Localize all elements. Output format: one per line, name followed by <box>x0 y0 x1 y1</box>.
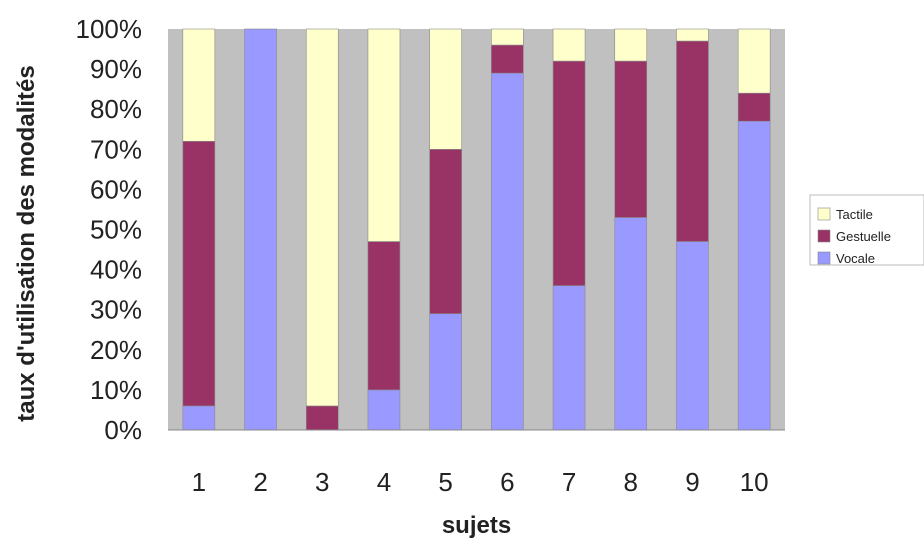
legend-swatch-vocale <box>817 251 831 265</box>
y-tick-label: 100% <box>76 14 143 44</box>
legend: Tactile Gestuelle Vocale <box>809 194 924 266</box>
y-tick-label: 60% <box>90 174 142 204</box>
bar-segment-vocale-2 <box>244 28 277 431</box>
bar-segment-gestuelle-5 <box>429 149 462 315</box>
x-tick-label: 4 <box>377 467 391 497</box>
x-tick-label: 1 <box>192 467 206 497</box>
y-tick-label: 50% <box>90 215 142 245</box>
bar-segment-vocale-10 <box>737 120 771 431</box>
y-tick-label: 70% <box>90 134 142 164</box>
legend-label-gestuelle: Gestuelle <box>836 229 891 244</box>
bar-segment-tactile-3 <box>305 28 339 407</box>
x-tick-label: 3 <box>315 467 329 497</box>
legend-label-tactile: Tactile <box>836 207 873 222</box>
x-tick-label: 8 <box>624 467 638 497</box>
bar-segment-gestuelle-4 <box>367 241 401 391</box>
y-tick-label: 40% <box>90 255 142 285</box>
bar-segment-tactile-9 <box>676 28 709 42</box>
bar-segment-gestuelle-8 <box>614 60 648 218</box>
bar-segment-tactile-6 <box>491 28 524 46</box>
y-tick-label: 30% <box>90 295 142 325</box>
bar-segment-tactile-10 <box>737 28 771 94</box>
bar-segment-vocale-6 <box>491 72 524 431</box>
legend-label-vocale: Vocale <box>836 251 875 266</box>
y-tick-label: 80% <box>90 94 142 124</box>
bar-segment-vocale-8 <box>614 217 648 431</box>
bar-segment-gestuelle-6 <box>491 44 524 74</box>
bar-segment-gestuelle-3 <box>305 405 339 431</box>
legend-swatch-gestuelle <box>817 229 831 243</box>
bar-segment-tactile-5 <box>429 28 462 150</box>
bar-segment-gestuelle-7 <box>552 60 586 286</box>
bars-group <box>182 28 771 431</box>
y-axis-title: taux d'utilisation des modalités <box>13 65 40 421</box>
y-tick-labels: 0% 10% 20% 30% 40% 50% 60% 70% 80% 90% 100% <box>76 14 143 445</box>
bar-segment-vocale-4 <box>367 389 401 431</box>
x-tick-label: 10 <box>740 467 769 497</box>
bar-segment-vocale-9 <box>676 241 709 431</box>
bar-segment-vocale-5 <box>429 313 462 431</box>
x-tick-label: 2 <box>253 467 267 497</box>
y-tick-label: 90% <box>90 54 142 84</box>
x-axis-title: sujets <box>442 512 511 539</box>
legend-swatch-tactile <box>817 207 831 221</box>
bar-segment-vocale-7 <box>552 285 586 431</box>
y-tick-label: 20% <box>90 335 142 365</box>
bar-segment-tactile-7 <box>552 28 586 62</box>
bar-segment-gestuelle-1 <box>182 140 216 407</box>
bar-segment-gestuelle-9 <box>676 40 709 242</box>
y-tick-label: 0% <box>104 415 142 445</box>
x-tick-labels: 1 2 3 4 5 6 7 8 9 10 <box>192 467 769 497</box>
bar-segment-vocale-1 <box>182 405 216 431</box>
y-tick-label: 10% <box>90 375 142 405</box>
bar-segment-tactile-1 <box>182 28 216 142</box>
x-tick-label: 5 <box>438 467 452 497</box>
bar-segment-tactile-4 <box>367 28 401 242</box>
bar-segment-gestuelle-10 <box>737 92 771 122</box>
bar-segment-tactile-8 <box>614 28 648 62</box>
x-tick-label: 7 <box>562 467 576 497</box>
x-tick-label: 6 <box>500 467 514 497</box>
x-tick-label: 9 <box>685 467 699 497</box>
